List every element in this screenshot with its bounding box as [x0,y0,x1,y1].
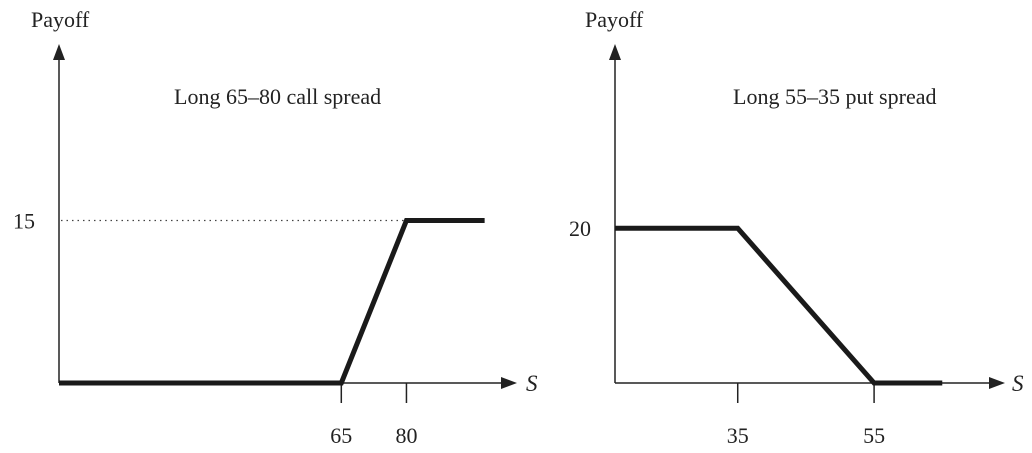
payoff-line [59,218,485,386]
y-axis-arrow [53,44,65,60]
put-spread-chart: Payoff Long 55–35 put spread S 35 55 20 [569,7,1024,448]
x-axis-label: S [1012,371,1024,396]
x-tick-label: 35 [727,423,749,448]
x-tick-label: 80 [395,423,417,448]
x-axis-arrow [501,377,517,389]
x-axis-arrow [989,377,1005,389]
y-axis-label: Payoff [585,7,644,32]
x-tick-label: 55 [863,423,885,448]
y-axis-arrow [609,44,621,60]
x-tick-label: 65 [330,423,352,448]
y-tick-label: 15 [13,209,35,234]
x-axis-label: S [526,371,538,396]
call-spread-chart: Payoff Long 65–80 call spread S 65 80 15 [13,7,538,448]
payoff-line [615,225,943,386]
chart-title: Long 55–35 put spread [733,84,936,109]
y-axis-label: Payoff [31,7,90,32]
chart-title: Long 65–80 call spread [174,84,381,109]
y-tick-label: 20 [569,216,591,241]
